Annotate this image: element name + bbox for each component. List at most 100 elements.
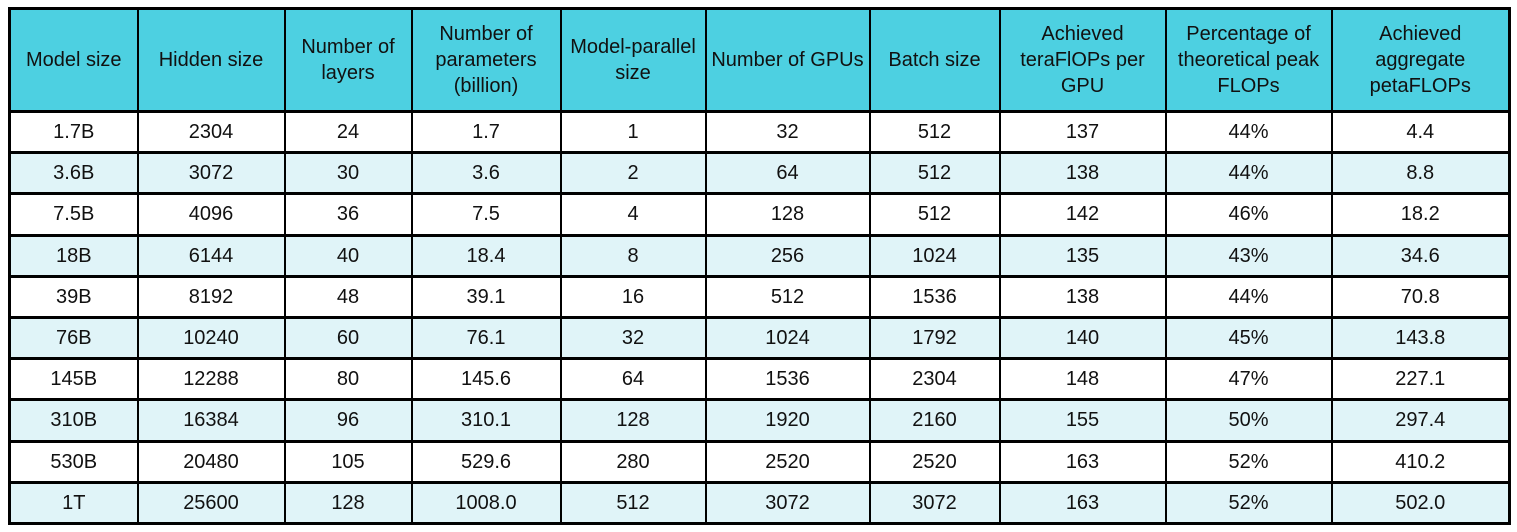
table-cell: 3072 (868, 480, 1001, 526)
table-cell: 44% (1164, 109, 1333, 155)
table-cell: 18.4 (410, 233, 562, 278)
table-cell: 529.6 (410, 439, 562, 484)
table-cell: 227.1 (1330, 357, 1511, 402)
table-cell: 1536 (868, 274, 1001, 319)
table-cell: 502.0 (1330, 480, 1511, 526)
table-cell: 7.5 (410, 192, 562, 237)
table-row: 3.6B 3072 30 3.6 2 64 512 138 44% 8.8 (8, 151, 1511, 196)
table-cell: 30 (283, 151, 413, 196)
table-cell: 128 (704, 192, 871, 237)
table-row: 7.5B 4096 36 7.5 4 128 512 142 46% 18.2 (8, 192, 1511, 237)
table-cell: 1.7B (8, 109, 139, 155)
table-cell: 137 (998, 109, 1167, 155)
table-cell: 280 (559, 439, 707, 484)
header-row: Model size Hidden size Number of layers Num… (8, 7, 1511, 113)
column-header-9: Percentage of theoretical peak FLOPs (1164, 7, 1333, 113)
table-cell: 3072 (136, 151, 286, 196)
column-header-4: Number of parameters (billion) (410, 7, 562, 113)
table-cell: 2160 (868, 398, 1001, 443)
table-cell: 148 (998, 357, 1167, 402)
table-cell: 8.8 (1330, 151, 1511, 196)
table-cell: 138 (998, 151, 1167, 196)
column-header-8: Achieved teraFlOPs per GPU (998, 7, 1167, 113)
table-cell: 76.1 (410, 315, 562, 361)
table-cell: 2520 (704, 439, 871, 484)
table-cell: 46% (1164, 192, 1333, 237)
table-cell: 60 (283, 315, 413, 361)
table-cell: 39.1 (410, 274, 562, 319)
table-row: 18B 6144 40 18.4 8 256 1024 135 43% 34.6 (8, 233, 1511, 278)
table-cell: 145B (8, 357, 139, 402)
table-cell: 18B (8, 233, 139, 278)
table-row: 530B 20480 105 529.6 280 2520 2520 163 52% 410.2 (8, 439, 1511, 484)
table-cell: 24 (283, 109, 413, 155)
table-cell: 105 (283, 439, 413, 484)
table-cell: 2304 (868, 357, 1001, 402)
table-cell: 512 (559, 480, 707, 526)
table-cell: 16384 (136, 398, 286, 443)
table-cell: 512 (704, 274, 871, 319)
column-header-6: Number of GPUs (704, 7, 871, 113)
model-scaling-table: Model size Hidden size Number of layers Num… (8, 7, 1511, 526)
table-cell: 163 (998, 439, 1167, 484)
column-header-1: Model size (8, 7, 139, 113)
column-header-3: Number of layers (283, 7, 413, 113)
table-cell: 4 (559, 192, 707, 237)
table-row: 1.7B 2304 24 1.7 1 32 512 137 44% 4.4 (8, 109, 1511, 155)
table-cell: 70.8 (1330, 274, 1511, 319)
table-cell: 25600 (136, 480, 286, 526)
table-cell: 32 (559, 315, 707, 361)
table-cell: 1536 (704, 357, 871, 402)
table-cell: 52% (1164, 480, 1333, 526)
table-cell: 297.4 (1330, 398, 1511, 443)
table-cell: 138 (998, 274, 1167, 319)
table-cell: 3072 (704, 480, 871, 526)
table-cell: 135 (998, 233, 1167, 278)
table-cell: 142 (998, 192, 1167, 237)
table-cell: 128 (283, 480, 413, 526)
table-cell: 43% (1164, 233, 1333, 278)
table-cell: 8192 (136, 274, 286, 319)
table-cell: 512 (868, 151, 1001, 196)
table-cell: 39B (8, 274, 139, 319)
table-cell: 128 (559, 398, 707, 443)
table-cell: 36 (283, 192, 413, 237)
table-cell: 2304 (136, 109, 286, 155)
table-cell: 64 (559, 357, 707, 402)
table-row: 1T 25600 128 1008.0 512 3072 3072 163 52% 502.0 (8, 480, 1511, 526)
table-cell: 4096 (136, 192, 286, 237)
table-header: Model size Hidden size Number of layers Num… (8, 7, 1511, 113)
table-cell: 1.7 (410, 109, 562, 155)
table-row: 310B 16384 96 310.1 128 1920 2160 155 50% 297.4 (8, 398, 1511, 443)
table-cell: 145.6 (410, 357, 562, 402)
table-cell: 48 (283, 274, 413, 319)
table-cell: 40 (283, 233, 413, 278)
table-cell: 410.2 (1330, 439, 1511, 484)
table-cell: 2520 (868, 439, 1001, 484)
table-cell: 76B (8, 315, 139, 361)
table-cell: 96 (283, 398, 413, 443)
table-cell: 530B (8, 439, 139, 484)
column-header-2: Hidden size (136, 7, 286, 113)
table-body: 1.7B 2304 24 1.7 1 32 512 137 44% 4.4 3.6B 3072 30 3.… (8, 109, 1511, 526)
table-cell: 310.1 (410, 398, 562, 443)
table-cell: 50% (1164, 398, 1333, 443)
table-row: 39B 8192 48 39.1 16 512 1536 138 44% 70.8 (8, 274, 1511, 319)
column-header-10: Achieved aggregate petaFLOPs (1330, 7, 1511, 113)
column-header-5: Model-parallel size (559, 7, 707, 113)
table-cell: 7.5B (8, 192, 139, 237)
table-cell: 2 (559, 151, 707, 196)
column-header-7: Batch size (868, 7, 1001, 113)
table-cell: 1T (8, 480, 139, 526)
table-cell: 1920 (704, 398, 871, 443)
table-cell: 20480 (136, 439, 286, 484)
table-cell: 512 (868, 109, 1001, 155)
table-cell: 1792 (868, 315, 1001, 361)
table-row: 76B 10240 60 76.1 32 1024 1792 140 45% 143.8 (8, 315, 1511, 361)
table-cell: 47% (1164, 357, 1333, 402)
table-cell: 64 (704, 151, 871, 196)
table-row: 145B 12288 80 145.6 64 1536 2304 148 47% 227.1 (8, 357, 1511, 402)
table-cell: 18.2 (1330, 192, 1511, 237)
table-cell: 1 (559, 109, 707, 155)
